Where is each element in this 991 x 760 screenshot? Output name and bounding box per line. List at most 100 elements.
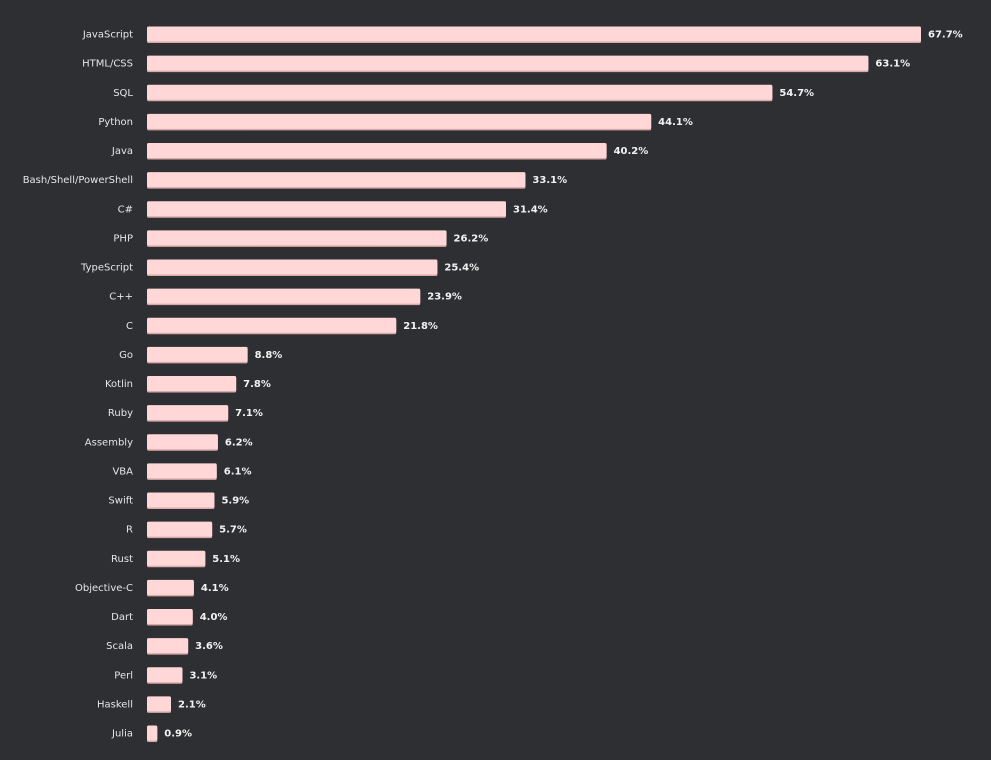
bar [147,405,229,421]
bar [147,696,172,712]
bar-row-r: R 5.7% [126,521,247,539]
category-label: Kotlin [105,379,133,390]
bar [147,288,421,304]
bar-row-html-css: HTML/CSS 63.1% [82,55,910,73]
value-label: 4.1% [201,583,229,594]
bar-row-rust: Rust 5.1% [111,550,240,568]
value-label: 0.9% [164,729,192,740]
bar [147,172,526,188]
category-label: Bash/Shell/PowerShell [23,175,133,186]
category-label: Perl [114,670,133,681]
value-label: 7.1% [235,408,263,419]
bar-row-objective-c: Objective-C 4.1% [75,579,229,597]
bar-row-go: Go 8.8% [119,346,283,364]
category-label: R [126,525,133,536]
value-label: 2.1% [178,699,206,710]
bar [147,201,506,217]
bar-row-perl: Perl 3.1% [114,667,217,684]
bar-row-dart: Dart 4.0% [111,609,227,626]
category-label: Julia [111,729,133,740]
bar [147,434,218,450]
value-label: 44.1% [658,117,693,128]
value-label: 33.1% [532,175,567,186]
value-label: 6.1% [224,466,252,477]
bar [147,143,607,158]
value-label: 40.2% [614,146,649,157]
category-label: JavaScript [82,30,133,41]
bar-row-haskell: Haskell 2.1% [97,696,206,713]
category-label: SQL [113,88,133,99]
bar-row-typescript: TypeScript 25.4% [80,259,479,276]
bar-row-java: Java 40.2% [111,143,648,160]
bar [147,667,183,683]
category-label: Objective-C [75,583,133,594]
bar-row-vba: VBA 6.1% [112,463,251,480]
bar [147,492,215,508]
bar [147,346,248,362]
value-label: 31.4% [513,204,548,215]
value-label: 5.7% [219,525,247,536]
bars-layer: JavaScript 67.7% HTML/CSS 63.1% SQL 54.7% Pyth… [23,26,963,742]
bar-row-kotlin: Kotlin 7.8% [105,376,271,393]
bar-row-scala: Scala 3.6% [106,638,223,655]
value-label: 23.9% [427,292,462,303]
category-label: TypeScript [80,263,133,274]
value-label: 63.1% [875,59,910,70]
value-label: 4.0% [200,612,228,623]
value-label: 7.8% [243,379,271,390]
bar [147,609,193,624]
value-label: 5.1% [212,554,240,565]
value-label: 6.2% [225,437,253,448]
value-label: 67.7% [928,30,963,41]
bar-row-julia: Julia 0.9% [111,725,192,742]
category-label: Ruby [108,408,133,419]
bar [147,55,869,71]
value-label: 3.6% [195,641,223,652]
category-label: Assembly [85,437,133,448]
bar [147,259,438,275]
category-label: Rust [111,554,133,565]
bar [147,376,237,391]
category-label: Java [111,146,133,157]
category-label: Scala [106,641,133,652]
bar-row-assembly: Assembly 6.2% [85,434,253,451]
category-label: C# [118,204,133,215]
category-label: Go [119,350,133,361]
bar-row-php: PHP 26.2% [113,230,488,247]
category-label: Swift [108,496,133,507]
bar-row-ruby: Ruby 7.1% [108,405,263,422]
bar [147,84,773,100]
bar-row-python: Python 44.1% [98,113,693,131]
bar [147,579,194,595]
bar [147,230,447,246]
category-label: PHP [113,233,133,244]
category-label: Python [98,117,133,128]
value-label: 3.1% [189,670,217,681]
value-label: 54.7% [779,88,814,99]
bar [147,317,397,333]
value-label: 5.9% [221,496,249,507]
category-label: VBA [112,466,133,477]
bar-row-javascript: JavaScript 67.7% [82,26,963,43]
value-label: 26.2% [454,233,489,244]
bar-row-sql: SQL 54.7% [113,84,814,102]
bar-row-bash-shell-powershell: Bash/Shell/PowerShell 33.1% [23,172,567,189]
category-label: HTML/CSS [82,59,133,70]
value-label: 8.8% [255,350,283,361]
category-label: C [126,321,133,332]
bar [147,521,213,537]
category-label: C++ [109,292,133,303]
bar [147,725,158,741]
value-label: 25.4% [444,263,479,274]
category-label: Dart [111,612,133,623]
bar [147,113,652,129]
bar-row-c: C# 31.4% [118,201,548,218]
category-label: Haskell [97,699,133,710]
value-label: 21.8% [403,321,438,332]
bar [147,26,921,42]
bar-row-c: C 21.8% [126,317,438,335]
bar-row-swift: Swift 5.9% [108,492,249,509]
bar-row-c: C++ 23.9% [109,288,462,306]
